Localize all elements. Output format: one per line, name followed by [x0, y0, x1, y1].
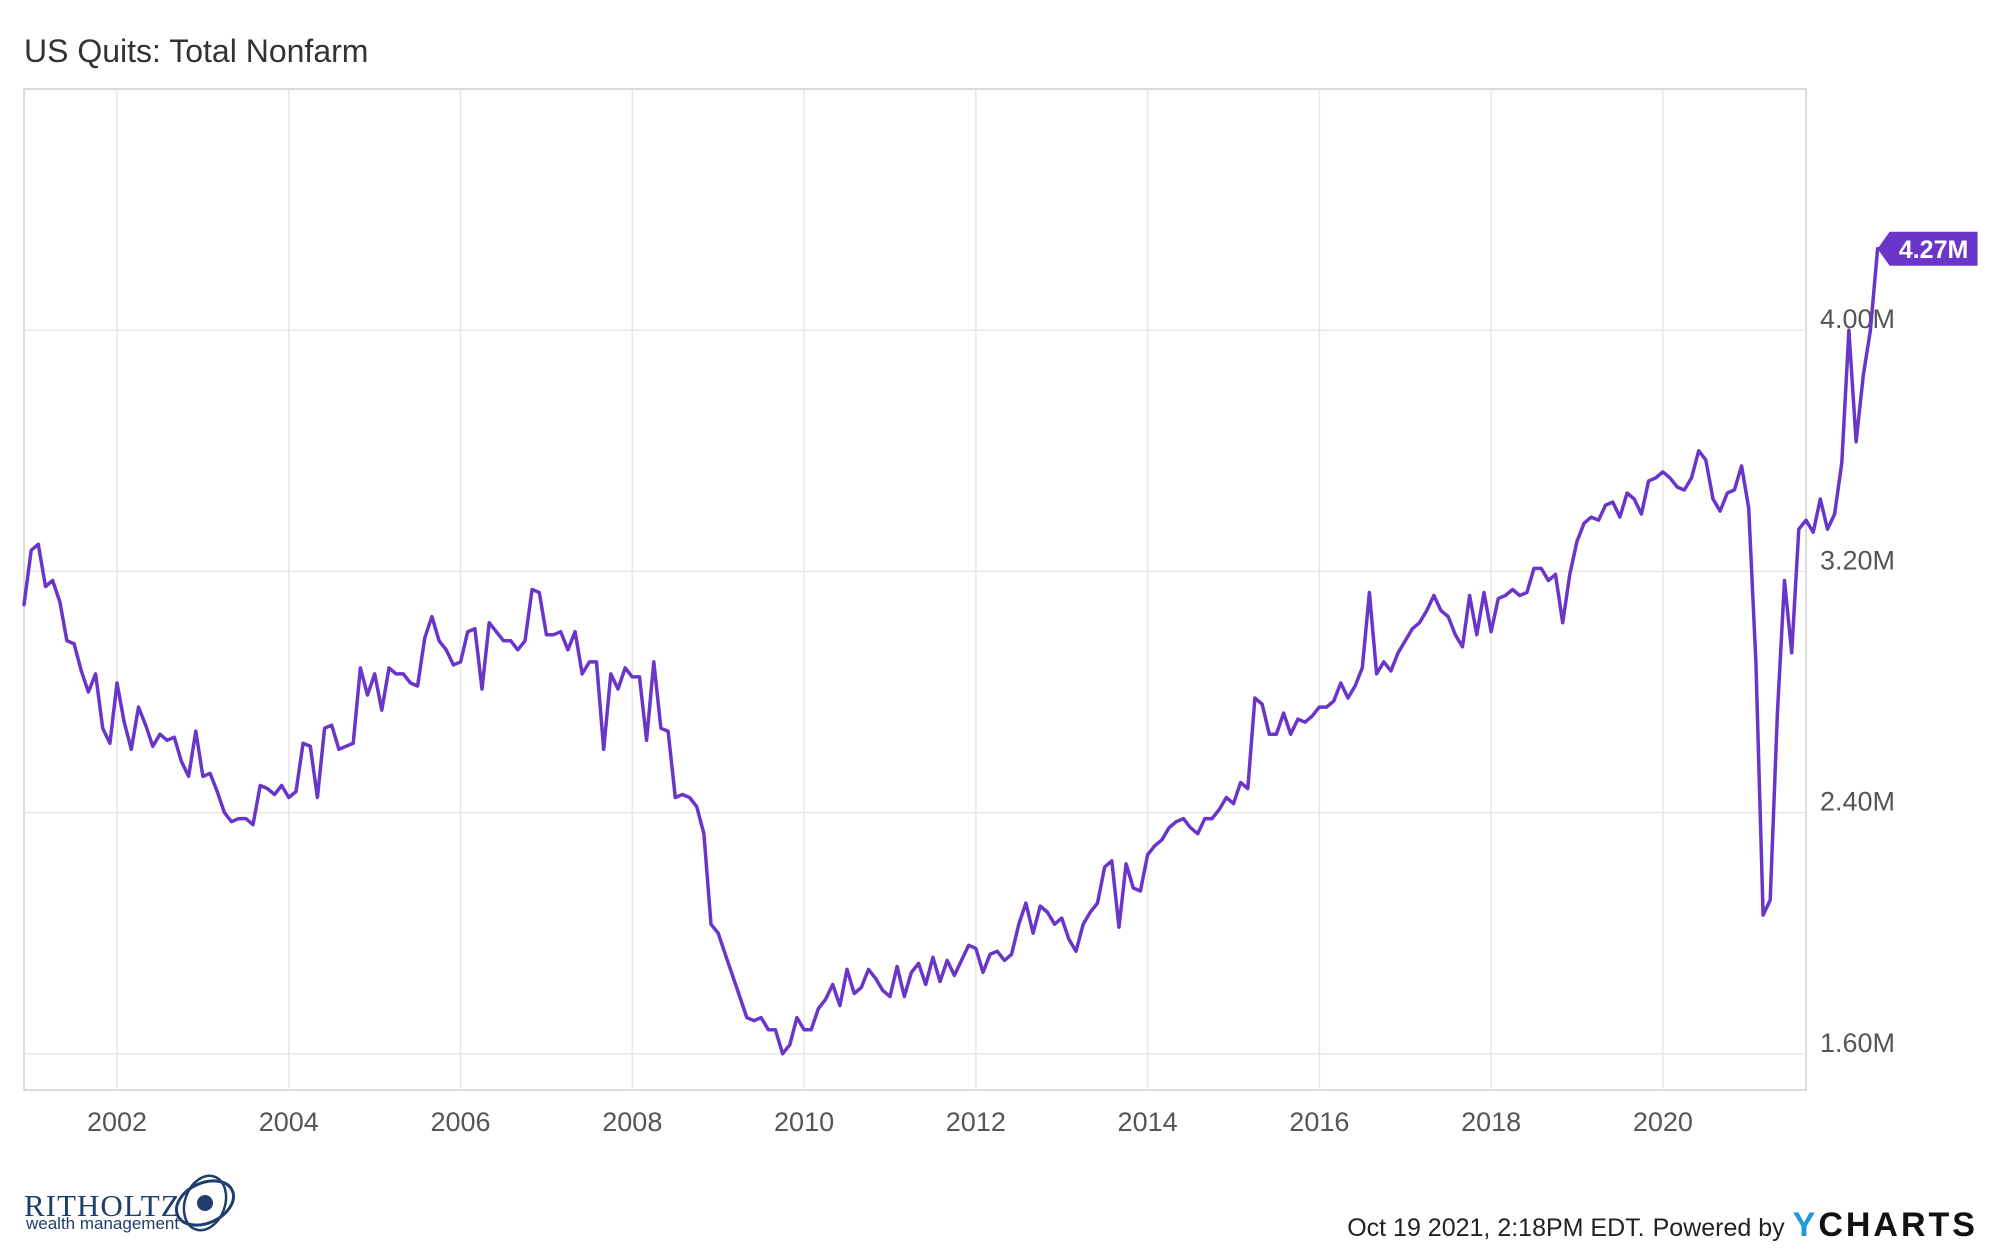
x-tick-label: 2010	[774, 1107, 834, 1137]
last-value-label: 4.27M	[1899, 236, 1968, 264]
ycharts-brand-y: Y	[1793, 1206, 1819, 1244]
x-tick-label: 2006	[431, 1107, 491, 1137]
x-axis-ticks: 2002 2004 2006 2008 2010 2012 2014 2016 2018 2020	[87, 1107, 1693, 1137]
x-tick-label: 2020	[1633, 1107, 1693, 1137]
x-tick-label: 2018	[1461, 1107, 1521, 1137]
last-value-label-layer: 4.27M	[1877, 231, 1978, 266]
logo-name: RITHOLTZ	[24, 1188, 181, 1223]
y-tick-label: 4.00M	[1820, 304, 1895, 334]
y-axis-ticks: 1.60M 2.40M 3.20M 4.00M	[1820, 304, 1895, 1058]
y-tick-label: 2.40M	[1820, 787, 1895, 817]
last-value-flag	[1877, 231, 1978, 266]
footer-credit: Oct 19 2021, 2:18PM EDT. Powered by YCHART…	[1347, 1206, 1978, 1244]
timestamp-text: Oct 19 2021, 2:18PM EDT.	[1347, 1214, 1644, 1242]
logo-subtitle: wealth management	[25, 1214, 179, 1233]
series-layer	[22, 247, 1880, 1056]
x-tick-label: 2016	[1289, 1107, 1349, 1137]
logo-emblem-icon	[175, 1174, 235, 1232]
powered-by-text: Powered by	[1653, 1214, 1786, 1242]
ycharts-brand-rest: CHARTS	[1818, 1206, 1978, 1244]
y-tick-label: 1.60M	[1820, 1028, 1895, 1058]
y-tick-label: 3.20M	[1820, 545, 1895, 575]
x-tick-label: 2014	[1118, 1107, 1178, 1137]
x-tick-label: 2004	[259, 1107, 319, 1137]
ritholtz-logo: RITHOLTZ wealth management	[24, 1174, 235, 1233]
chart-title: US Quits: Total Nonfarm	[24, 33, 368, 69]
gridlines	[24, 89, 1806, 1090]
series-line-quits	[22, 247, 1880, 1056]
x-tick-label: 2002	[87, 1107, 147, 1137]
x-tick-label: 2012	[946, 1107, 1006, 1137]
plot-area	[23, 88, 1807, 1091]
x-tick-label: 2008	[602, 1107, 662, 1137]
